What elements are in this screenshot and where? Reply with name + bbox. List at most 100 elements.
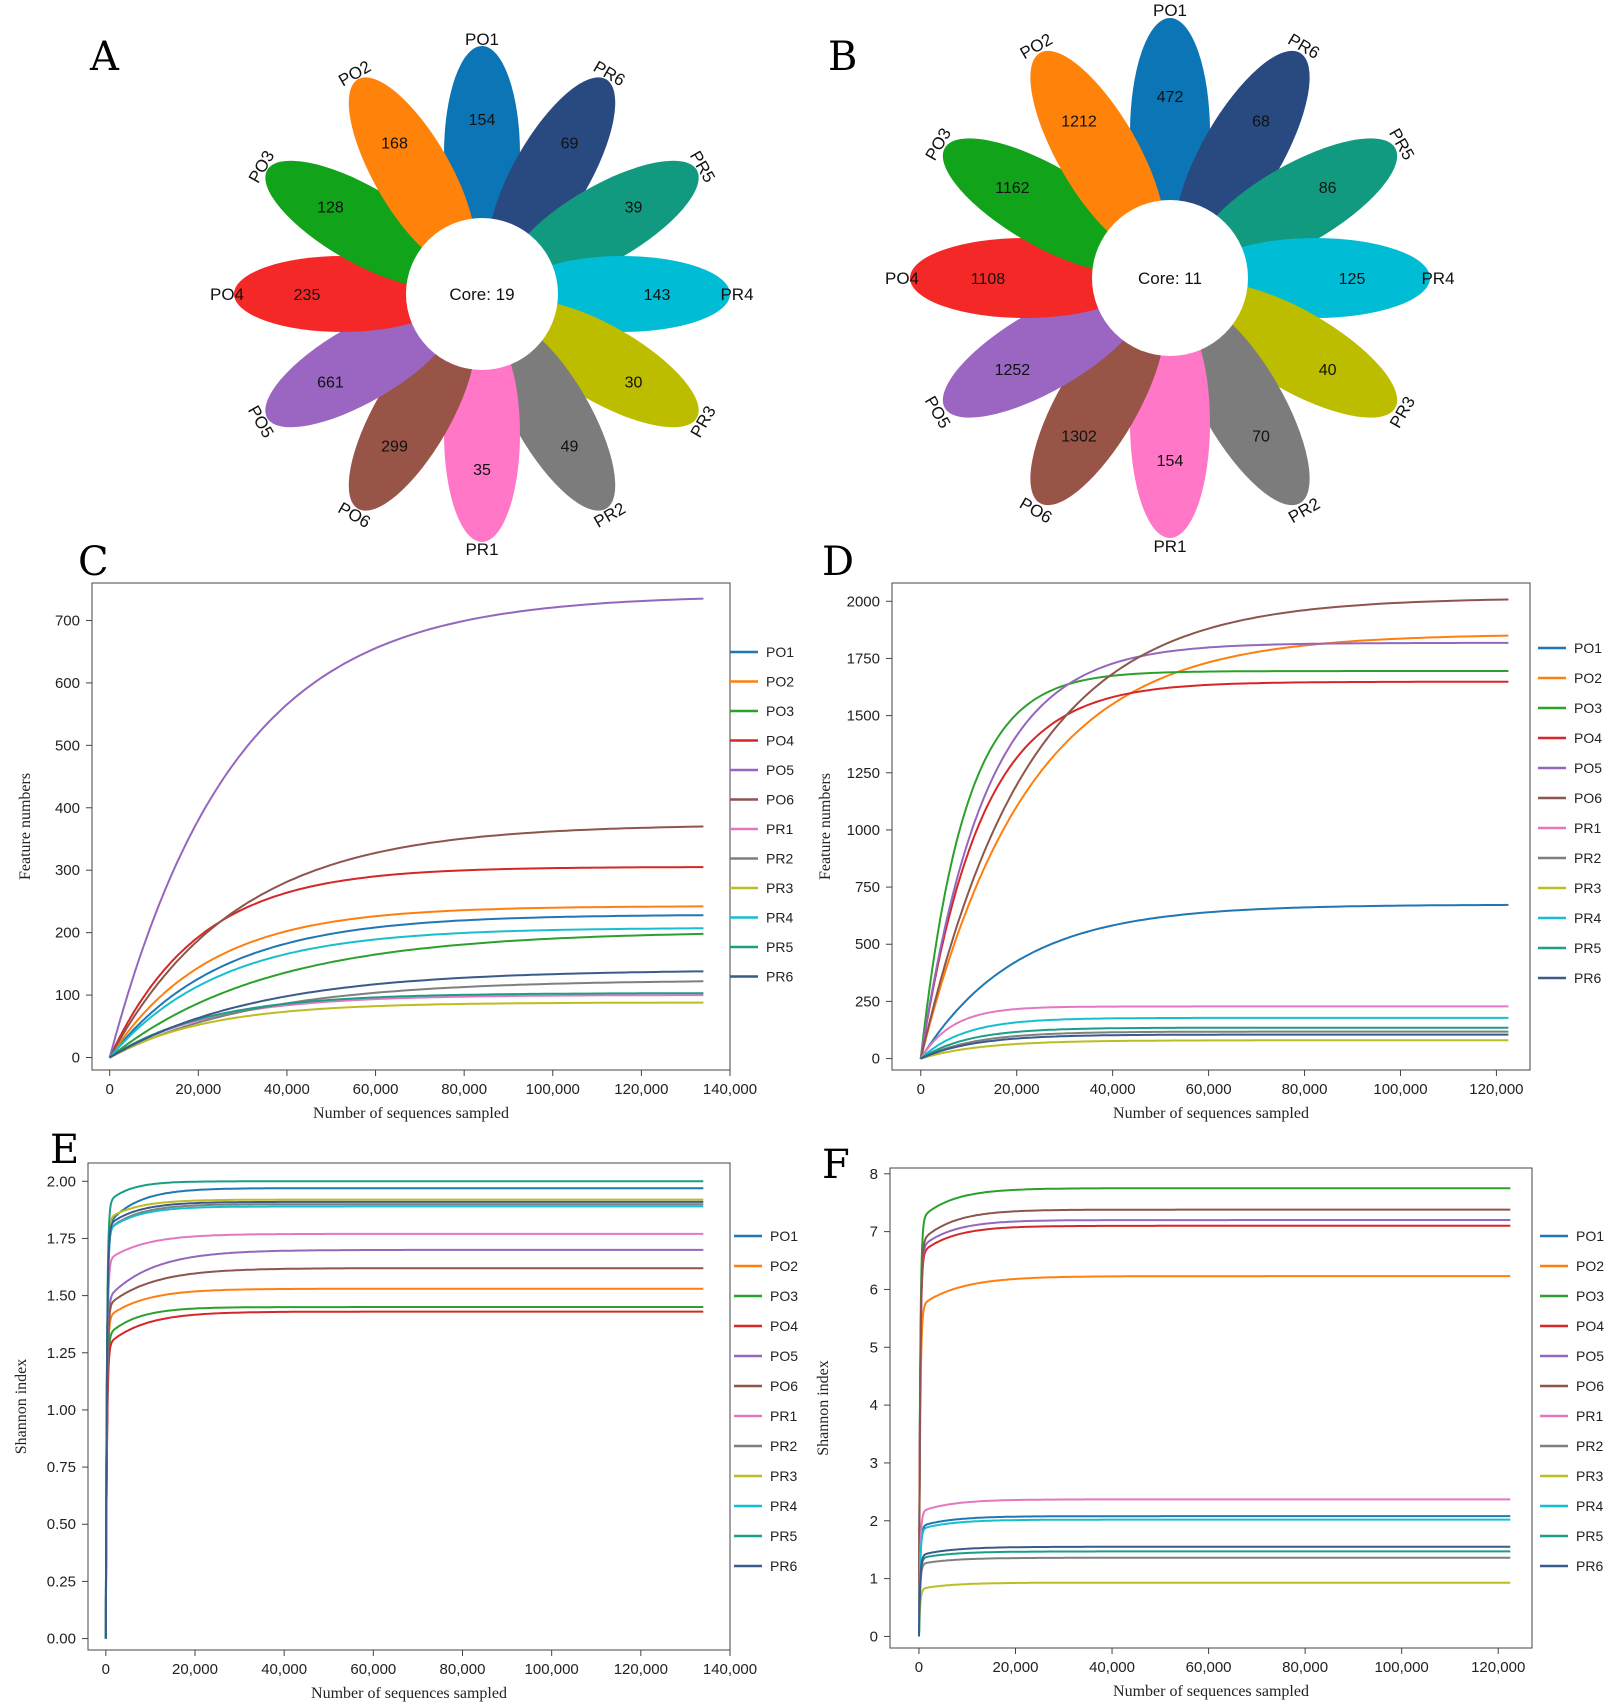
y-tick-label: 250 <box>855 993 880 1010</box>
x-tick-label: 80,000 <box>1282 1081 1328 1098</box>
x-axis-label: Number of sequences sampled <box>311 1685 507 1702</box>
petal-label: PR1 <box>465 540 498 559</box>
series-line-po2 <box>104 1287 704 1639</box>
y-tick-label: 1000 <box>847 822 880 839</box>
y-tick-label: 5 <box>870 1339 878 1356</box>
petal-shape <box>1030 50 1165 255</box>
series-line-pr5 <box>919 1026 1509 1060</box>
core-label: Core: 11 <box>1138 269 1202 288</box>
x-tick-label: 60,000 <box>1186 1081 1232 1098</box>
petal-shape <box>488 77 616 269</box>
x-tick-label: 120,000 <box>1471 1659 1525 1676</box>
y-tick-label: 600 <box>55 675 80 692</box>
y-axis-label: Shannon index <box>13 1359 30 1455</box>
legend-label-pr6: PR6 <box>766 969 793 985</box>
petal-value: 86 <box>1319 180 1337 197</box>
petal-value: 35 <box>473 462 491 479</box>
legend-label-po6: PO6 <box>770 1378 798 1394</box>
petal-value: 1302 <box>1061 429 1097 446</box>
y-tick-label: 0.25 <box>47 1573 76 1590</box>
y-axis-label: Shannon index <box>815 1360 832 1456</box>
x-tick-label: 140,000 <box>703 1081 757 1098</box>
shannon-chart-e: 0 20,000 40,000 60,000 80,000 100,000 120,000 1… <box>13 1162 798 1702</box>
petal-label: PO4 <box>210 285 244 304</box>
series-line-pr6 <box>920 1033 1509 1060</box>
petal-shape <box>942 138 1147 273</box>
legend-label-po3: PO3 <box>1574 700 1602 716</box>
series-line-pr6 <box>104 1200 704 1639</box>
legend-label-po2: PO2 <box>766 674 794 690</box>
x-tick-label: 100,000 <box>525 1661 579 1678</box>
series-line-pr3 <box>104 1198 704 1639</box>
y-tick-label: 750 <box>855 879 880 896</box>
petal-shape <box>265 160 457 288</box>
y-tick-label: 100 <box>55 987 80 1004</box>
legend-label-pr5: PR5 <box>1576 1528 1603 1544</box>
petal-shape <box>507 160 699 288</box>
petal-shape <box>1175 301 1310 506</box>
petal-value: 69 <box>561 135 579 152</box>
legend-label-po6: PO6 <box>1576 1378 1604 1394</box>
series-line-pr1 <box>104 1232 704 1639</box>
y-tick-label: 400 <box>55 800 80 817</box>
petal-shape <box>507 300 699 428</box>
y-tick-label: 2.00 <box>47 1173 76 1190</box>
plot-frame <box>891 582 1531 1071</box>
y-tick-label: 200 <box>55 925 80 942</box>
series-line-po4 <box>108 866 704 1059</box>
series-line-pr3 <box>918 1581 1511 1637</box>
petal-value: 472 <box>1157 89 1184 106</box>
petal-value: 1162 <box>995 180 1030 197</box>
legend-label-pr6: PR6 <box>770 1558 797 1574</box>
y-tick-label: 1.75 <box>47 1230 76 1247</box>
petal-shape <box>1030 301 1165 506</box>
legend-label-po1: PO1 <box>1576 1228 1604 1244</box>
legend-label-pr4: PR4 <box>766 910 793 926</box>
y-tick-label: 1500 <box>847 708 880 725</box>
x-tick-label: 80,000 <box>441 1081 487 1098</box>
y-tick-label: 4 <box>870 1397 878 1414</box>
x-tick-label: 120,000 <box>1469 1081 1523 1098</box>
y-tick-label: 1750 <box>847 650 880 667</box>
legend-label-pr3: PR3 <box>1574 880 1601 896</box>
petal-value: 68 <box>1252 113 1270 130</box>
panel-letter-d: D <box>822 539 854 585</box>
x-tick-label: 120,000 <box>614 1081 668 1098</box>
petal-shape <box>348 77 476 269</box>
legend-label-pr5: PR5 <box>1574 940 1601 956</box>
petal-value: 154 <box>469 112 496 129</box>
series-line-po5 <box>108 597 704 1059</box>
petal-label: PR4 <box>1421 269 1454 288</box>
y-tick-label: 2000 <box>847 593 880 610</box>
x-tick-label: 40,000 <box>1090 1081 1136 1098</box>
panel-letter-e: E <box>50 1127 79 1173</box>
legend-label-po3: PO3 <box>766 703 794 719</box>
y-tick-label: 500 <box>55 737 80 754</box>
series-line-po6 <box>108 825 704 1059</box>
petal-value: 30 <box>625 375 643 392</box>
series-line-po5 <box>104 1248 704 1639</box>
x-tick-label: 40,000 <box>264 1081 310 1098</box>
panel-letter-b: B <box>828 34 857 80</box>
series-line-po3 <box>108 932 704 1059</box>
series-line-po6 <box>918 1208 1511 1637</box>
legend-label-pr4: PR4 <box>770 1498 797 1514</box>
legend-label-po6: PO6 <box>766 792 794 808</box>
legend-label-po1: PO1 <box>1574 640 1602 656</box>
x-axis-label: Number of sequences sampled <box>1113 1683 1309 1700</box>
legend-label-pr3: PR3 <box>1576 1468 1603 1484</box>
y-tick-label: 0 <box>872 1051 880 1068</box>
x-tick-label: 100,000 <box>526 1081 580 1098</box>
series-line-pr6 <box>109 970 704 1059</box>
petal-value: 661 <box>317 375 344 392</box>
legend-label-pr5: PR5 <box>766 939 793 955</box>
series-line-po3 <box>104 1306 704 1639</box>
series-line-po2 <box>108 905 704 1059</box>
y-axis-label: Feature numbers <box>17 773 34 880</box>
rarefaction-chart-d: 0 20,000 40,000 60,000 80,000 100,000 120,000 0… <box>817 582 1602 1122</box>
legend-label-po2: PO2 <box>770 1258 798 1274</box>
y-tick-label: 3 <box>870 1455 878 1472</box>
